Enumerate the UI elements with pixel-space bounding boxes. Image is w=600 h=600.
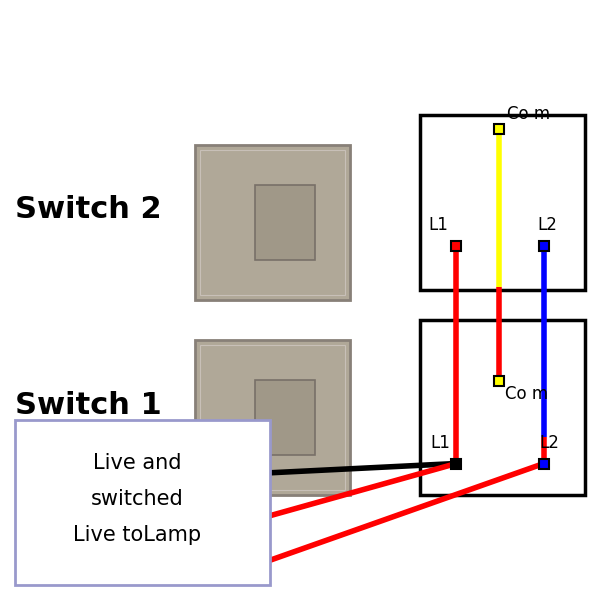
Bar: [539, 241, 549, 251]
Bar: [494, 124, 504, 134]
Text: L2: L2: [540, 433, 560, 451]
Bar: [494, 376, 504, 386]
Bar: [255, 380, 315, 455]
Text: Switch 1: Switch 1: [15, 391, 162, 419]
Text: L2: L2: [538, 216, 557, 234]
Bar: [200, 150, 345, 295]
Bar: [200, 345, 345, 490]
Bar: [15, 420, 270, 585]
Bar: [539, 458, 549, 469]
Text: Co m: Co m: [505, 385, 548, 403]
Bar: [255, 185, 315, 260]
Bar: [195, 145, 350, 300]
Bar: [420, 320, 585, 495]
Bar: [195, 340, 350, 495]
Bar: [451, 458, 461, 469]
Text: L1: L1: [428, 216, 448, 234]
Text: Co m: Co m: [507, 105, 550, 123]
Bar: [451, 241, 461, 251]
Text: L1: L1: [430, 433, 450, 451]
Bar: [420, 115, 585, 290]
Text: Live and
switched
Live toLamp: Live and switched Live toLamp: [73, 453, 202, 545]
Text: Switch 2: Switch 2: [15, 196, 161, 224]
